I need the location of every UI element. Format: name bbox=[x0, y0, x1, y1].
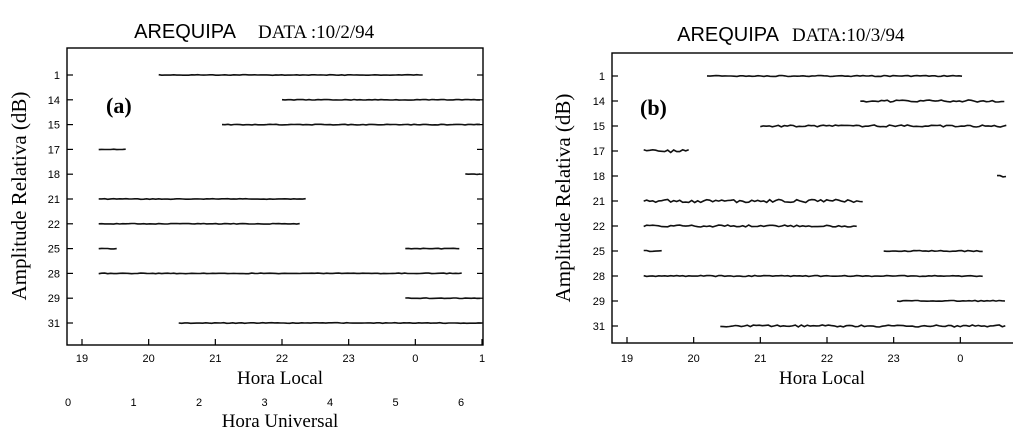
trace-sat-29 bbox=[896, 299, 1006, 303]
x2-tick-label: 2 bbox=[196, 397, 202, 409]
trace-sat-14 bbox=[281, 98, 480, 101]
x-tick-label: 21 bbox=[209, 353, 221, 365]
y-tick-label: 1 bbox=[54, 70, 60, 82]
y-tick-label: 21 bbox=[48, 194, 60, 206]
x2-tick-label: 6 bbox=[458, 397, 464, 409]
trace-sat-18 bbox=[997, 174, 1007, 178]
y-tick-label: 22 bbox=[48, 219, 60, 231]
trace-sat-25 bbox=[883, 249, 983, 253]
trace-sat-14 bbox=[860, 99, 1005, 103]
panel-b-letter: (b) bbox=[640, 95, 667, 120]
panel-b-y-axis-label: Amplitude Relativa (dB) bbox=[551, 94, 575, 303]
x-tick-label: 22 bbox=[821, 353, 833, 365]
x-tick-label: 21 bbox=[754, 353, 766, 365]
trace-sat-29 bbox=[405, 297, 481, 300]
x-tick-label: 23 bbox=[888, 353, 900, 365]
trace-sat-21 bbox=[98, 197, 306, 201]
y-tick-label: 25 bbox=[48, 244, 60, 256]
x-tick-label: 22 bbox=[276, 353, 288, 365]
panel-a-y-ticks: 1 14 15 17 18 21 22 25 28 29 31 bbox=[48, 70, 483, 330]
x2-tick-label: 3 bbox=[261, 397, 267, 409]
x-tick-label: 1 bbox=[479, 353, 485, 365]
trace-sat-25 bbox=[98, 247, 117, 250]
panel-a-secondary-x-axis-label: Hora Universal bbox=[222, 411, 339, 432]
panel-b-x-axis-label: Hora Local bbox=[779, 368, 865, 389]
panel-b: AREQUIPA DATA:10/3/94 Amplitude Relativa… bbox=[551, 24, 1013, 389]
panel-b-title-date: DATA:10/3/94 bbox=[792, 25, 905, 46]
x-tick-label: 0 bbox=[957, 353, 963, 365]
y-tick-label: 18 bbox=[48, 169, 60, 181]
panel-b-y-ticks: 1 14 15 17 18 21 22 25 28 29 31 bbox=[593, 71, 618, 333]
x-tick-label: 19 bbox=[621, 353, 633, 365]
trace-sat-1 bbox=[706, 74, 963, 78]
x-tick-label: 19 bbox=[76, 353, 88, 365]
trace-sat-25 bbox=[643, 249, 662, 253]
panel-a-letter: (a) bbox=[106, 93, 132, 118]
panel-b-plot-frame bbox=[611, 52, 1013, 344]
y-tick-label: 14 bbox=[593, 96, 605, 108]
trace-sat-15 bbox=[221, 123, 481, 126]
trace-sat-17 bbox=[643, 148, 689, 154]
y-tick-label: 1 bbox=[599, 71, 605, 83]
y-tick-label: 15 bbox=[48, 120, 60, 132]
panel-a-y-axis-label: Amplitude Relativa (dB) bbox=[7, 92, 31, 301]
y-tick-label: 31 bbox=[593, 321, 605, 333]
panel-a-x-ticks: 19 20 21 22 23 0 1 bbox=[76, 339, 485, 365]
panel-b-signal-traces bbox=[643, 74, 1007, 328]
y-tick-label: 21 bbox=[593, 196, 605, 208]
trace-sat-18 bbox=[465, 173, 481, 176]
y-tick-label: 22 bbox=[593, 221, 605, 233]
y-tick-label: 29 bbox=[48, 293, 60, 305]
x2-tick-label: 1 bbox=[130, 397, 136, 409]
x-tick-label: 23 bbox=[343, 353, 355, 365]
y-tick-label: 28 bbox=[593, 271, 605, 283]
x-tick-label: 20 bbox=[143, 353, 155, 365]
x2-tick-label: 4 bbox=[327, 397, 333, 409]
panel-b-title-place: AREQUIPA bbox=[677, 24, 780, 46]
trace-sat-1 bbox=[158, 73, 423, 77]
panel-a-plot-frame bbox=[66, 47, 484, 346]
x-tick-label: 20 bbox=[688, 353, 700, 365]
panel-a-signal-traces bbox=[98, 73, 482, 325]
panel-a-title-date: DATA :10/2/94 bbox=[258, 22, 375, 43]
trace-sat-31 bbox=[178, 321, 482, 325]
panel-a-x-axis-label: Hora Local bbox=[237, 368, 323, 389]
y-tick-label: 17 bbox=[48, 144, 60, 156]
trace-sat-22 bbox=[98, 222, 300, 225]
y-tick-label: 17 bbox=[593, 146, 605, 158]
panel-a-title-place: AREQUIPA bbox=[134, 21, 237, 43]
x2-tick-label: 0 bbox=[65, 397, 71, 409]
trace-sat-25 bbox=[405, 247, 460, 250]
trace-sat-28 bbox=[98, 272, 462, 275]
panel-a: AREQUIPA DATA :10/2/94 Amplitude Relativ… bbox=[7, 21, 485, 432]
x-tick-label: 0 bbox=[412, 353, 418, 365]
y-tick-label: 14 bbox=[48, 95, 60, 107]
x2-tick-label: 5 bbox=[392, 397, 398, 409]
y-tick-label: 29 bbox=[593, 296, 605, 308]
panel-b-x-ticks: 19 20 21 22 23 0 bbox=[621, 337, 963, 365]
trace-sat-22 bbox=[643, 224, 857, 228]
trace-sat-21 bbox=[643, 198, 863, 204]
y-tick-label: 25 bbox=[593, 246, 605, 258]
trace-sat-31 bbox=[720, 324, 1006, 328]
trace-sat-15 bbox=[760, 124, 1007, 128]
panel-a-universal-time-ticks: 0 1 2 3 4 5 6 bbox=[65, 397, 464, 409]
trace-sat-28 bbox=[643, 274, 983, 278]
y-tick-label: 31 bbox=[48, 318, 60, 330]
y-tick-label: 28 bbox=[48, 268, 60, 280]
y-tick-label: 18 bbox=[593, 171, 605, 183]
y-tick-label: 15 bbox=[593, 121, 605, 133]
